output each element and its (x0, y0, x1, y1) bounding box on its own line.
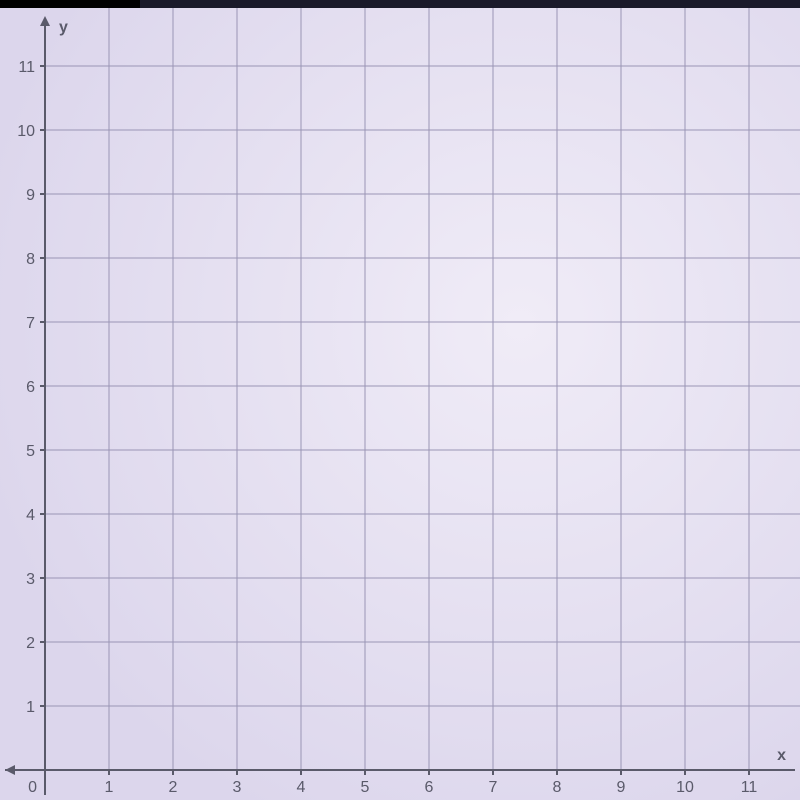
x-tick-label: 6 (425, 779, 434, 796)
y-axis-label: y (59, 19, 68, 36)
window-top-bar-segment (0, 0, 140, 8)
y-tick-label: 1 (26, 699, 35, 716)
y-tick-label: 11 (18, 59, 35, 76)
y-tick-label: 9 (26, 187, 35, 204)
chart-container: 1 2 3 4 5 6 7 8 9 10 11 0 1 2 3 4 5 6 7 8 9 10 11 y x (0, 8, 800, 800)
x-tick-label: 4 (297, 779, 306, 796)
x-tick-label: 5 (361, 779, 370, 796)
x-tick-label: 3 (233, 779, 242, 796)
y-tick-label: 3 (26, 571, 35, 588)
x-tick-label: 0 (28, 779, 37, 796)
x-tick-label: 2 (169, 779, 178, 796)
y-tick-label: 8 (26, 251, 35, 268)
x-tick-label: 9 (617, 779, 626, 796)
coordinate-grid: 1 2 3 4 5 6 7 8 9 10 11 0 1 2 3 4 5 6 7 8 9 10 11 y x (0, 8, 800, 800)
y-tick-label: 6 (26, 379, 35, 396)
x-axis-label: x (777, 747, 786, 764)
x-tick-label: 1 (105, 779, 114, 796)
y-tick-label: 7 (26, 315, 35, 332)
x-tick-label: 10 (676, 779, 694, 796)
window-top-bar (0, 0, 800, 8)
y-tick-label: 2 (26, 635, 35, 652)
x-tick-label: 11 (741, 779, 758, 796)
x-tick-label: 7 (489, 779, 498, 796)
y-tick-label: 5 (26, 443, 35, 460)
y-tick-label: 4 (26, 507, 35, 524)
y-tick-label: 10 (17, 123, 35, 140)
x-tick-label: 8 (553, 779, 562, 796)
